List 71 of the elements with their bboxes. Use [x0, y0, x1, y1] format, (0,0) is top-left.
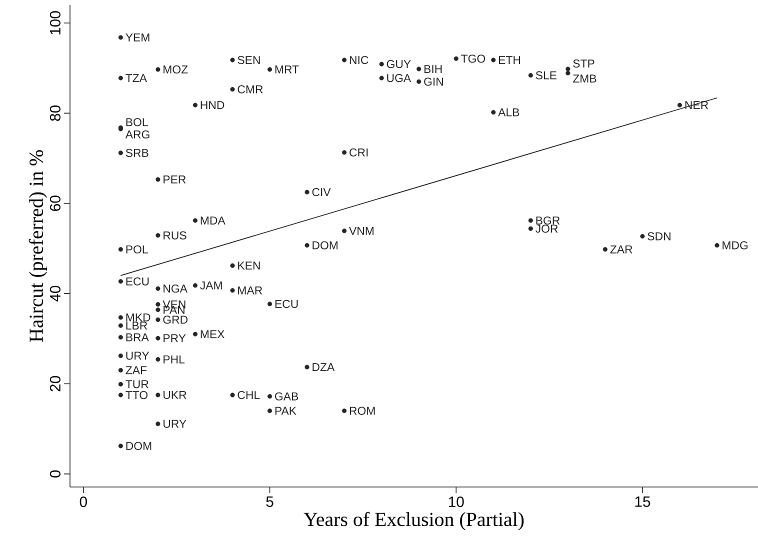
annotation: MAR	[238, 286, 262, 294]
y-tick-label: 60	[50, 196, 60, 211]
annotation: PER	[164, 176, 186, 184]
annotation: TZA	[126, 74, 147, 82]
annotation: STP	[573, 59, 594, 68]
annotation: SEN	[238, 56, 260, 64]
annotation: ECU	[275, 300, 298, 308]
annotation: ARG	[125, 130, 150, 139]
y-tick-label: 0	[50, 470, 60, 478]
annotation: UKR	[164, 391, 186, 400]
annotation: BIH	[424, 65, 442, 73]
annotation: MDG	[722, 241, 748, 250]
annotation: BRA	[126, 333, 149, 342]
y-tick-label: 40	[50, 286, 60, 302]
annotation: SLE	[536, 71, 556, 80]
annotation: YEM	[126, 34, 150, 42]
y-axis-title: Haircut (preferred) in %	[28, 150, 48, 342]
annotation: MEX	[200, 330, 224, 338]
annotation: HND	[200, 101, 224, 110]
annotation: RUS	[164, 231, 186, 240]
annotation: ETH	[499, 56, 520, 64]
annotation: CHL	[238, 390, 260, 400]
annotation: URY	[164, 420, 186, 428]
annotation: CMR	[238, 85, 263, 94]
x-tick-label: 5	[266, 496, 274, 507]
annotation: GUY	[386, 60, 411, 68]
annotation: DOM	[312, 241, 338, 250]
annotation: BOL	[126, 118, 148, 126]
annotation: CIV	[312, 188, 331, 196]
y-tick-label: 80	[50, 105, 60, 121]
annotation: SRB	[126, 148, 148, 157]
annotation: VNM	[349, 226, 374, 235]
annotation: PAK	[275, 406, 296, 415]
annotation: ZMB	[572, 74, 596, 82]
annotation: CRI	[350, 148, 368, 156]
y-tick-label: 100	[50, 11, 60, 34]
x-tick-label: 15	[635, 496, 650, 507]
x-tick-label: 0	[80, 496, 87, 508]
annotation: TGO	[461, 54, 486, 63]
annotation: JAM	[200, 281, 222, 290]
y-tick-label: 20	[50, 376, 60, 392]
annotation: ZAR	[610, 245, 632, 254]
annotation: NGA	[164, 284, 188, 293]
annotation: MDA	[200, 216, 226, 224]
annotation: ECU	[126, 277, 149, 286]
annotation: LBR	[126, 322, 148, 330]
annotation: GIN	[424, 78, 443, 86]
annotation: TTO	[126, 390, 148, 400]
annotation: PHL	[164, 355, 185, 364]
annotation: NIC	[350, 56, 368, 64]
x-axis-title: Years of Exclusion (Partial)	[304, 512, 524, 530]
annotation: POL	[126, 245, 148, 254]
annotation: GAB	[275, 392, 298, 400]
x-tick-label: 10	[448, 496, 464, 508]
annotation: MRT	[275, 66, 299, 74]
annotation: JOR	[536, 224, 558, 233]
annotation: UGA	[387, 74, 412, 82]
annotation: DZA	[312, 363, 335, 372]
annotation: BGR	[536, 216, 560, 225]
annotation: PRY	[164, 334, 186, 342]
annotation: TUR	[126, 380, 148, 388]
annotation: DOM	[126, 442, 152, 450]
annotation: ROM	[350, 406, 375, 415]
annotation: MOZ	[164, 65, 188, 74]
annotation: KEN	[238, 262, 260, 270]
annotation: SDN	[648, 232, 670, 240]
annotation: MKD	[126, 314, 150, 322]
annotation: ZAF	[126, 366, 147, 374]
annotation: ALB	[498, 108, 520, 116]
annotation: GRD	[163, 316, 188, 324]
annotation: URY	[126, 352, 150, 360]
